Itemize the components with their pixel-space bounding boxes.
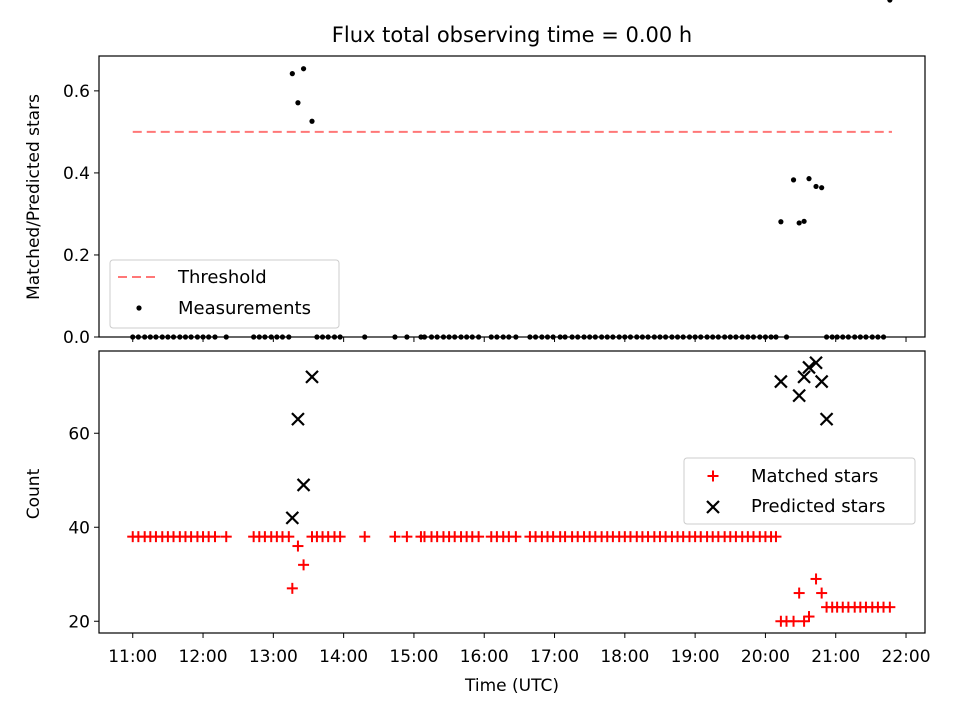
ratio-y-tick-label: 0.6 xyxy=(63,82,90,102)
measurement-point xyxy=(887,0,893,3)
measurement-point xyxy=(289,71,295,77)
x-tick-label: 16:00 xyxy=(460,647,509,667)
matched-star-point xyxy=(283,531,295,543)
matched-star-point xyxy=(884,601,896,613)
legend-measurements-label: Measurements xyxy=(178,298,311,319)
x-tick-label: 14:00 xyxy=(319,647,368,667)
count-y-tick-label: 20 xyxy=(68,612,90,632)
matched-star-point xyxy=(401,531,413,543)
predicted-star-points xyxy=(285,355,834,525)
matched-star-point xyxy=(286,582,298,594)
measurement-point xyxy=(309,118,315,124)
x-tick-label: 22:00 xyxy=(882,647,931,667)
ratio-y-tick-label: 0.2 xyxy=(63,246,90,266)
x-tick-label: 19:00 xyxy=(671,647,720,667)
ratio-legend: Threshold Measurements xyxy=(109,259,340,329)
predicted-star-point xyxy=(819,412,834,426)
count-legend-box xyxy=(683,457,916,525)
predicted-star-point xyxy=(809,355,823,370)
measurement-point xyxy=(790,177,797,183)
x-tick-label: 20:00 xyxy=(741,647,790,667)
count-axes-frame xyxy=(98,350,926,634)
ratio-y-tick-label: 0.4 xyxy=(63,164,90,184)
matched-star-points xyxy=(127,531,896,627)
count-y-tick-label: 60 xyxy=(68,424,90,444)
matched-star-point xyxy=(209,531,221,543)
x-tick-label: 15:00 xyxy=(389,647,438,667)
ratio-y-tick-label: 0.0 xyxy=(63,328,90,348)
ratio-axes-frame xyxy=(98,55,926,338)
matched-star-point xyxy=(473,531,485,543)
measurement-point xyxy=(295,100,301,106)
count-x-ticks: 11:00 12:00 13:00 14:00 15:00 16:00 17:00 18:00… xyxy=(108,633,931,667)
predicted-star-point xyxy=(296,478,311,492)
matched-star-point xyxy=(810,573,822,585)
predicted-star-point xyxy=(802,360,816,375)
measurement-point xyxy=(806,176,812,182)
ratio-panel: 0.0 0.2 0.4 0.6 Matched/Predicted stars Thr… xyxy=(24,0,926,348)
predicted-star-point xyxy=(792,388,806,403)
count-y-tick-label: 40 xyxy=(68,518,90,538)
legend-threshold-label: Threshold xyxy=(177,267,267,288)
matched-star-point xyxy=(359,531,371,543)
legend-predicted-label: Predicted stars xyxy=(751,496,885,517)
figure-title: Flux total observing time = 0.00 h xyxy=(332,23,692,47)
measurement-point xyxy=(813,183,819,190)
legend-matched-marker xyxy=(707,470,719,482)
measurement-points xyxy=(130,0,893,340)
measurement-point xyxy=(801,218,807,224)
matched-star-point xyxy=(803,611,815,623)
matched-star-point xyxy=(334,531,346,543)
x-tick-label: 17:00 xyxy=(530,647,579,667)
count-panel: 20 40 60 11:00 12:00 13:00 14:00 15:00 16:00 17:… xyxy=(24,350,931,696)
matched-star-point xyxy=(770,531,782,543)
matched-star-point xyxy=(389,531,401,543)
x-tick-label: 21:00 xyxy=(811,647,860,667)
count-y-axis-label: Count xyxy=(24,468,44,519)
matched-star-point xyxy=(816,587,828,599)
matched-star-point xyxy=(220,531,232,543)
measurement-point xyxy=(819,185,825,191)
ratio-y-axis-label: Matched/Predicted stars xyxy=(24,94,44,300)
ratio-legend-box xyxy=(109,259,340,329)
matched-star-point xyxy=(798,615,810,627)
matched-star-point xyxy=(298,559,310,571)
measurement-point xyxy=(778,219,784,225)
measurement-point xyxy=(796,220,802,226)
count-legend: Matched stars Predicted stars xyxy=(683,457,916,525)
x-tick-label: 12:00 xyxy=(179,647,228,667)
matched-star-point xyxy=(788,615,800,627)
x-tick-label: 13:00 xyxy=(249,647,298,667)
predicted-star-point xyxy=(774,374,788,389)
matched-star-point xyxy=(292,540,304,552)
matched-star-point xyxy=(510,531,522,543)
matched-star-point xyxy=(793,587,805,599)
legend-matched-label: Matched stars xyxy=(751,466,878,487)
predicted-star-point xyxy=(814,374,829,389)
x-tick-label: 18:00 xyxy=(600,647,649,667)
legend-predicted-swatch xyxy=(706,500,720,514)
predicted-star-point xyxy=(285,511,300,525)
count-y-ticks: 20 40 60 xyxy=(68,424,99,632)
ratio-y-ticks: 0.0 0.2 0.4 0.6 xyxy=(63,82,99,348)
legend-matched-swatch xyxy=(707,470,719,482)
predicted-star-point xyxy=(291,412,305,426)
predicted-star-point xyxy=(797,370,811,384)
x-axis-label: Time (UTC) xyxy=(464,676,559,696)
predicted-star-point xyxy=(305,370,319,384)
legend-predicted-marker xyxy=(706,500,720,514)
x-tick-label: 11:00 xyxy=(108,647,157,667)
legend-measurements-swatch xyxy=(136,305,142,311)
measurement-point xyxy=(300,66,307,72)
ratio-x-ticks xyxy=(132,337,907,342)
